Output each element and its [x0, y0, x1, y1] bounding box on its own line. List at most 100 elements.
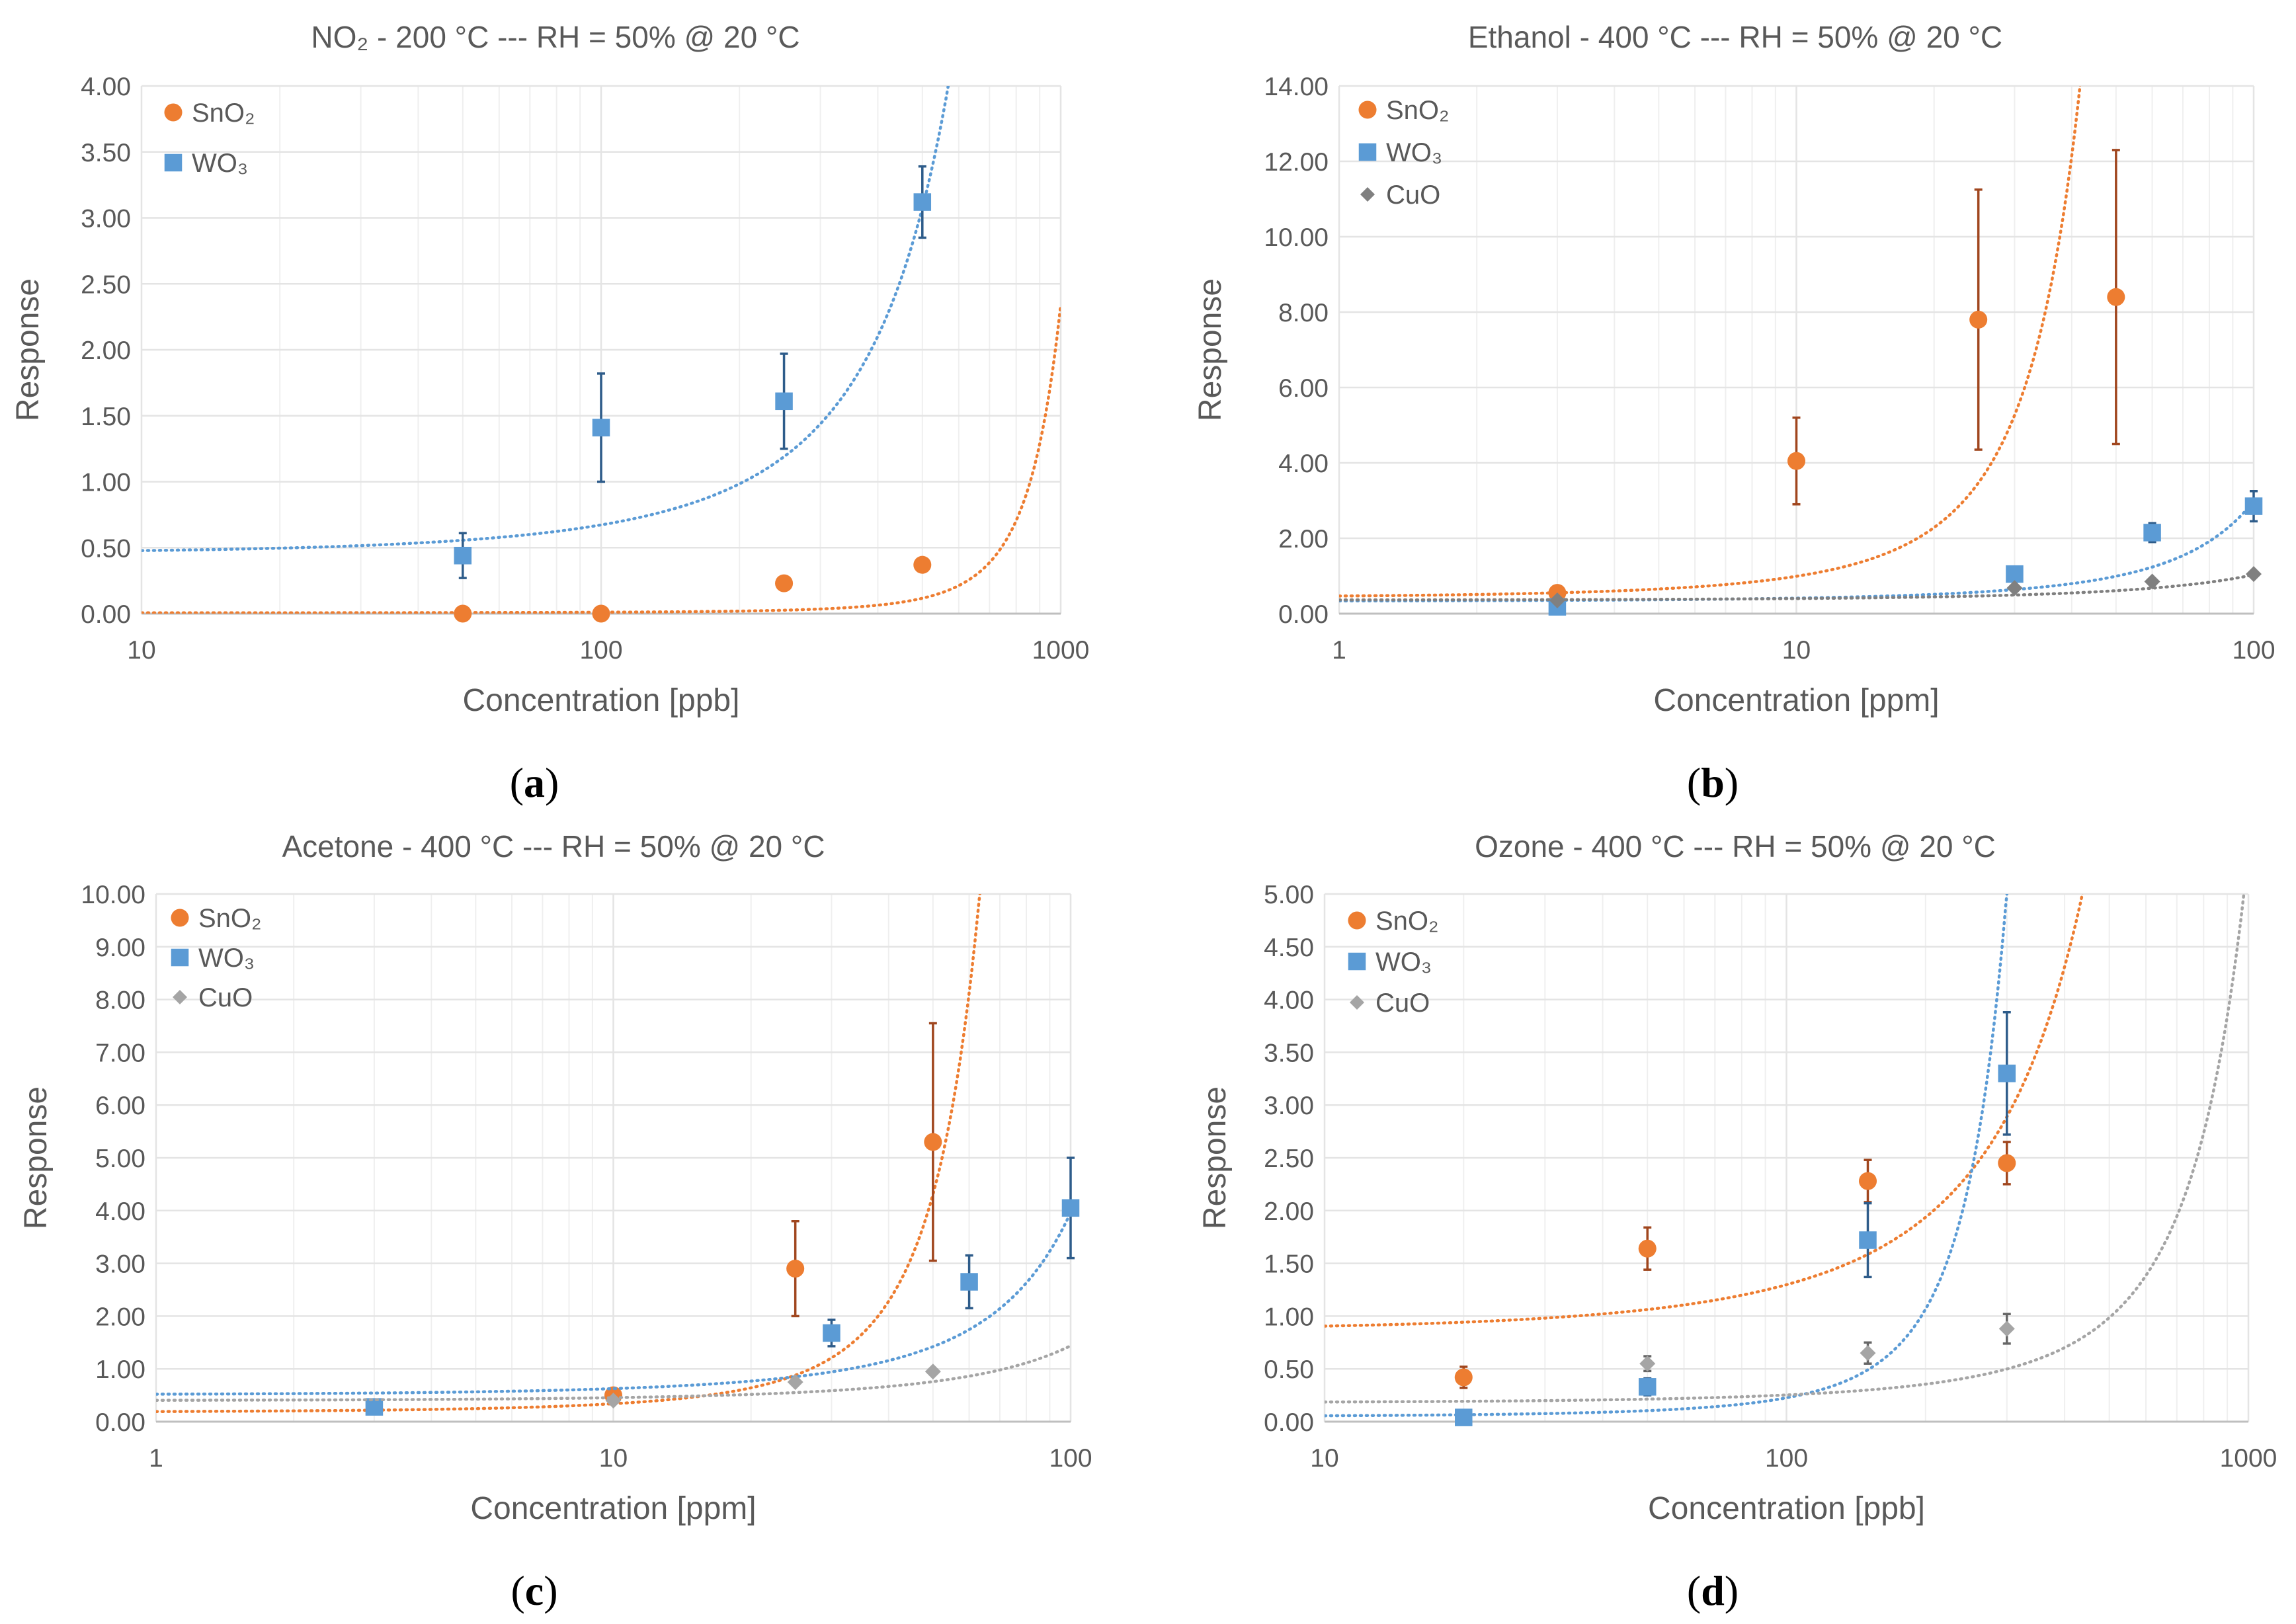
legend-label: WO₃: [198, 944, 255, 973]
x-axis-label: Concentration [ppb]: [463, 683, 740, 718]
panel-label-open-paren: (: [1687, 1567, 1701, 1614]
x-tick-label: 10: [1782, 636, 1811, 665]
y-tick-label: 3.00: [1264, 1092, 1314, 1120]
data-point: [1061, 1199, 1080, 1217]
legend-label: SnO₂: [1386, 96, 1450, 125]
data-point: [960, 1273, 978, 1291]
data-point: [1998, 1320, 2015, 1337]
trendline: [156, 894, 981, 1413]
legend-marker: [1360, 187, 1375, 202]
y-tick-label: 4.50: [1264, 934, 1314, 962]
panel-label-letter: c: [525, 1567, 544, 1614]
x-tick-label: 100: [2232, 636, 2275, 665]
y-tick-label: 0.50: [1264, 1356, 1314, 1384]
legend-label: WO₃: [1386, 138, 1442, 167]
y-tick-label: 0.00: [1264, 1408, 1314, 1437]
data-point: [924, 1363, 941, 1380]
x-tick-label: 1: [1332, 636, 1346, 665]
data-point: [1638, 1378, 1657, 1396]
legend-entry: SnO₂: [171, 904, 262, 933]
chart-a: 0.00 0.50 1.00 1.50 2.00 2.50 3.00 3.50 4.00 10 10…: [11, 20, 1089, 806]
x-tick-label: 10: [1310, 1444, 1338, 1473]
y-tick-label: 4.00: [81, 73, 131, 101]
legend-entry: WO₃: [171, 944, 255, 973]
trendline: [156, 1211, 1071, 1396]
y-tick-label: 10.00: [1264, 223, 1329, 252]
panel-label-close-paren: ): [544, 1567, 557, 1614]
x-axis-label: Concentration [ppb]: [1648, 1491, 1925, 1526]
data-point: [2006, 565, 2024, 583]
panel-label-close-paren: ): [1725, 1567, 1739, 1614]
y-tick-label: 14.00: [1264, 73, 1329, 101]
y-tick-label: 4.00: [1264, 987, 1314, 1015]
data-point: [2006, 580, 2023, 596]
series-circle: [1339, 86, 2125, 602]
y-tick-label: 6.00: [1278, 374, 1329, 403]
data-point: [2144, 573, 2160, 590]
legend-label: WO₃: [1375, 948, 1432, 977]
data-point: [2107, 288, 2125, 306]
y-tick-label: 0.50: [81, 534, 131, 563]
legend-entry: WO₃: [1348, 948, 1432, 977]
data-point: [775, 392, 793, 411]
series-square: [1339, 490, 2263, 616]
data-point: [365, 1398, 384, 1416]
panel-label: (a): [510, 759, 559, 806]
trendline: [1325, 894, 2009, 1418]
panel-label-open-paren: (: [510, 759, 524, 806]
gridlines: [1323, 893, 2250, 1423]
legend-label: CuO: [198, 983, 253, 1012]
legend-marker: [164, 103, 183, 122]
y-tick-label: 2.00: [81, 337, 131, 365]
y-tick-label: 8.00: [95, 987, 145, 1015]
y-tick-label: 4.00: [1278, 450, 1329, 478]
data-point: [913, 193, 932, 211]
series-diamond: [1339, 566, 2262, 609]
panel-label: (d): [1687, 1567, 1739, 1614]
y-tick-label: 3.50: [81, 139, 131, 167]
y-tick-label: 2.50: [81, 270, 131, 299]
y-axis-label: Response: [1198, 1086, 1233, 1229]
y-tick-label: 5.00: [95, 1145, 145, 1173]
legend-label: WO₃: [192, 149, 248, 178]
data-point: [1860, 1345, 1876, 1361]
legend-label: CuO: [1375, 989, 1430, 1018]
data-point: [592, 604, 610, 623]
series-diamond: [156, 1344, 1071, 1409]
legend-entry: CuO: [173, 983, 253, 1012]
panel-label-letter: d: [1701, 1567, 1725, 1614]
legend-label: SnO₂: [192, 99, 255, 128]
gridlines: [140, 85, 1062, 615]
y-tick-label: 1.00: [1264, 1303, 1314, 1331]
data-point: [2246, 566, 2262, 583]
y-tick-label: 2.00: [95, 1303, 145, 1331]
legend-entry: SnO₂: [1348, 907, 1439, 936]
y-axis-label: Response: [11, 278, 46, 421]
data-point: [787, 1374, 803, 1391]
y-tick-label: 7.00: [95, 1039, 145, 1067]
data-point: [924, 1133, 942, 1151]
data-point: [775, 574, 794, 592]
y-tick-label: 3.00: [81, 205, 131, 233]
chart-b: 0.00 2.00 4.00 6.00 8.00 10.00 12.00 14.00 1 10 10…: [1193, 20, 2276, 806]
data-point: [1787, 452, 1806, 470]
x-tick-label: 10: [599, 1444, 628, 1473]
data-point: [1998, 1065, 2016, 1082]
y-tick-label: 1.00: [95, 1356, 145, 1384]
series-square: [142, 86, 950, 579]
legend-label: SnO₂: [198, 904, 262, 933]
data-point: [1638, 1239, 1657, 1258]
legend-marker: [1348, 911, 1366, 930]
x-tick-label: 1000: [1032, 636, 1090, 665]
y-tick-label: 3.50: [1264, 1039, 1314, 1067]
series-diamond: [1325, 894, 2246, 1404]
trendline: [1339, 86, 2082, 598]
gridlines: [155, 893, 1072, 1423]
y-tick-label: 6.00: [95, 1092, 145, 1120]
y-tick-label: 1.00: [81, 469, 131, 497]
y-tick-label: 3.00: [95, 1250, 145, 1279]
y-tick-label: 4.00: [95, 1198, 145, 1226]
legend-marker: [1358, 101, 1377, 119]
legend-marker: [173, 990, 187, 1004]
trendline: [1325, 894, 2246, 1404]
